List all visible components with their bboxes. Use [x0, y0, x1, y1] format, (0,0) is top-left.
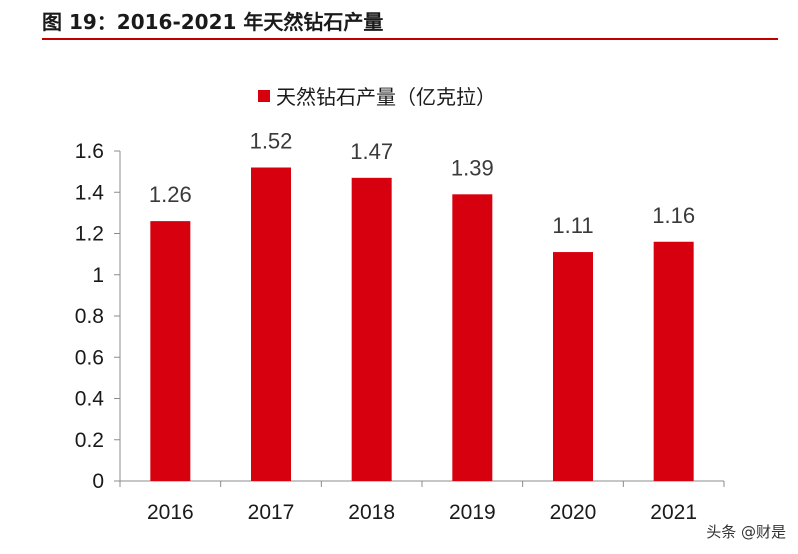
x-tick-label: 2017: [248, 501, 295, 524]
bar-2021: [653, 241, 694, 481]
y-tick-label: 0.4: [75, 388, 105, 411]
data-label-2016: 1.26: [149, 182, 192, 207]
bar-2020: [553, 252, 593, 481]
figure-title: 图 19：2016-2021 年天然钻石产量: [42, 10, 384, 34]
data-label-2021: 1.16: [652, 203, 695, 228]
y-tick-label: 1.6: [75, 140, 104, 163]
chart-bars: [150, 167, 694, 481]
y-tick-label: 0.8: [75, 305, 104, 328]
x-tick-label: 2021: [650, 501, 697, 524]
chart-axes: 0 0.2 0.4 0.6 0.8 1 1.2 1.4 1.6 2016 2017 2018 2019 2…: [75, 140, 725, 524]
watermark: 头条 @财是: [706, 523, 786, 541]
y-tick-label: 0.6: [75, 346, 104, 369]
y-tick-label: 0.2: [75, 429, 104, 452]
bar-2018: [351, 177, 392, 481]
data-label-2017: 1.52: [250, 129, 293, 154]
legend-label: 天然钻石产量（亿克拉）: [276, 85, 496, 109]
bar-2016: [150, 221, 191, 481]
x-tick-label: 2016: [147, 501, 194, 524]
y-tick-label: 0: [92, 470, 104, 493]
x-tick-label: 2018: [348, 501, 395, 524]
y-tick-label: 1.2: [75, 223, 104, 246]
bar-2019: [452, 194, 493, 481]
bar-2017: [251, 167, 291, 481]
data-label-2019: 1.39: [451, 155, 494, 180]
data-label-2018: 1.47: [350, 139, 393, 164]
x-tick-label: 2019: [449, 501, 496, 524]
chart-legend: 天然钻石产量（亿克拉）: [258, 81, 496, 110]
y-tick-label: 1: [92, 264, 104, 287]
title-rule: [42, 38, 778, 40]
y-tick-label: 1.4: [75, 181, 105, 204]
legend-swatch: [258, 89, 270, 102]
x-tick-label: 2020: [550, 501, 597, 524]
chart-data-labels: 1.26 1.52 1.47 1.39 1.11 1.16: [149, 129, 695, 239]
data-label-2020: 1.11: [552, 213, 593, 238]
